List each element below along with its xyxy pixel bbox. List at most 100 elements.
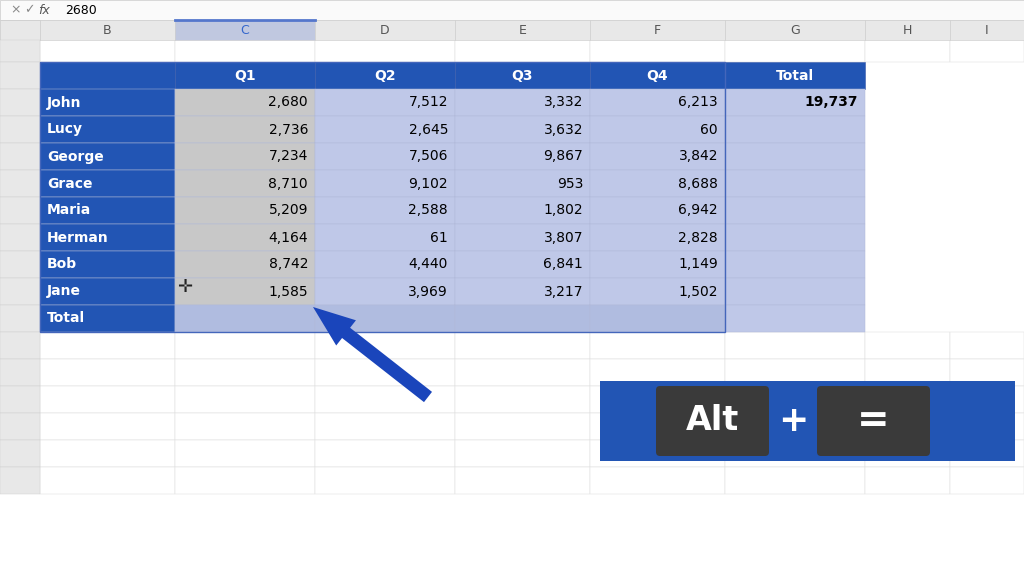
Bar	[40, 386, 175, 413]
Text: 3,332: 3,332	[544, 96, 583, 109]
Bar	[725, 386, 865, 413]
Bar	[40, 40, 175, 62]
Bar	[0, 0, 1024, 20]
Bar	[315, 224, 455, 251]
Bar	[455, 62, 590, 89]
Bar	[0, 170, 40, 197]
Bar	[725, 62, 865, 89]
Text: D: D	[380, 24, 390, 36]
Bar	[40, 197, 175, 224]
Bar	[590, 413, 725, 440]
Text: Q3: Q3	[512, 69, 534, 82]
Bar	[40, 359, 175, 386]
Bar	[865, 359, 950, 386]
Bar	[0, 305, 40, 332]
Bar	[725, 413, 865, 440]
Bar	[725, 278, 865, 305]
Bar	[315, 62, 455, 89]
Text: Maria: Maria	[47, 203, 91, 218]
Text: Q1: Q1	[234, 69, 256, 82]
Bar	[950, 413, 1024, 440]
Text: 60: 60	[700, 123, 718, 137]
Bar	[315, 440, 455, 467]
Bar	[590, 386, 725, 413]
Bar	[950, 40, 1024, 62]
Bar	[455, 89, 590, 116]
Bar	[590, 170, 725, 197]
Bar	[950, 332, 1024, 359]
Bar	[315, 20, 455, 40]
Bar	[175, 62, 315, 89]
Bar	[590, 332, 725, 359]
Bar	[0, 386, 40, 413]
Text: Q2: Q2	[374, 69, 396, 82]
Bar	[455, 40, 590, 62]
Bar	[0, 20, 40, 40]
Bar	[175, 20, 315, 40]
Bar	[315, 467, 455, 494]
Bar	[40, 278, 175, 305]
Text: ×: ×	[10, 3, 20, 17]
Text: 1,585: 1,585	[268, 285, 308, 298]
Bar	[0, 332, 40, 359]
Text: 4,440: 4,440	[409, 257, 449, 271]
Bar	[455, 413, 590, 440]
Text: 2680: 2680	[65, 3, 96, 17]
Bar	[455, 224, 590, 251]
Bar	[315, 40, 455, 62]
Bar	[175, 40, 315, 62]
Bar	[725, 251, 865, 278]
Bar	[175, 413, 315, 440]
Bar	[950, 467, 1024, 494]
Bar	[455, 116, 590, 143]
Bar	[315, 305, 455, 332]
Text: E: E	[518, 24, 526, 36]
Text: =: =	[857, 402, 890, 440]
Bar	[40, 143, 175, 170]
Text: 8,742: 8,742	[268, 257, 308, 271]
Bar	[455, 332, 590, 359]
Text: Q4: Q4	[647, 69, 669, 82]
Bar	[865, 40, 950, 62]
Bar	[40, 305, 175, 332]
Bar	[455, 20, 590, 40]
Bar	[0, 197, 40, 224]
Bar	[0, 20, 1024, 40]
Bar	[0, 467, 40, 494]
Text: G: G	[791, 24, 800, 36]
Bar	[865, 20, 950, 40]
Text: 6,942: 6,942	[678, 203, 718, 218]
Text: 1,502: 1,502	[679, 285, 718, 298]
Bar	[315, 332, 455, 359]
Bar	[590, 116, 725, 143]
Bar	[175, 305, 315, 332]
Bar	[40, 62, 175, 89]
Bar	[725, 305, 865, 332]
Text: George: George	[47, 150, 103, 164]
Bar	[590, 440, 725, 467]
Bar	[590, 305, 725, 332]
Text: 7,512: 7,512	[409, 96, 449, 109]
Bar	[0, 251, 40, 278]
Bar	[455, 251, 590, 278]
FancyBboxPatch shape	[656, 386, 769, 456]
Bar	[725, 224, 865, 251]
Text: Herman: Herman	[47, 230, 109, 244]
Text: 2,680: 2,680	[268, 96, 308, 109]
Text: 3,842: 3,842	[679, 150, 718, 164]
Text: 3,217: 3,217	[544, 285, 583, 298]
Bar	[725, 20, 865, 40]
Bar	[175, 224, 315, 251]
Bar	[725, 359, 865, 386]
Bar	[950, 440, 1024, 467]
Bar	[315, 386, 455, 413]
Text: 1,802: 1,802	[544, 203, 583, 218]
Bar	[590, 359, 725, 386]
Bar	[865, 332, 950, 359]
Text: Bob: Bob	[47, 257, 77, 271]
Bar	[725, 332, 865, 359]
FancyBboxPatch shape	[600, 381, 1015, 461]
Polygon shape	[313, 307, 432, 402]
Text: I: I	[985, 24, 989, 36]
Bar	[0, 440, 40, 467]
